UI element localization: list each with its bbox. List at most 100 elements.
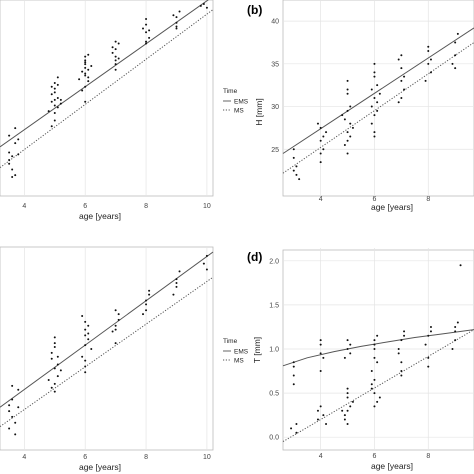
panel-d-point xyxy=(370,370,373,373)
panel-a-point xyxy=(84,59,87,62)
legend: Time EMS MS xyxy=(223,88,249,115)
panel-a-plot-area xyxy=(0,0,214,197)
panel-c-point xyxy=(87,324,90,327)
panel-a-point xyxy=(111,51,114,54)
panel-a-point xyxy=(8,159,11,162)
panel-c-points xyxy=(8,254,208,436)
panel-d-x-tick-label-1: 6 xyxy=(373,453,377,460)
panel-b-point xyxy=(429,58,432,61)
panel-b-point xyxy=(403,75,406,78)
panel-b-x-tick-label-0: 4 xyxy=(319,196,323,203)
panel-a-point xyxy=(84,61,87,64)
panel-c-plot-area xyxy=(0,246,214,451)
panel-a-point xyxy=(81,70,84,73)
panel-d-point xyxy=(346,392,349,395)
panel-d-point xyxy=(346,348,349,350)
panel-d-x-tick-label-0: 4 xyxy=(319,453,323,460)
panel-b-point xyxy=(346,131,349,134)
panel-b-y-tick-label-2: 35 xyxy=(271,61,279,68)
panel-a-point xyxy=(59,102,62,105)
panel-c-point xyxy=(50,386,53,389)
panel-b-point xyxy=(319,152,322,155)
panel-d-point xyxy=(322,414,325,417)
panel-b-point xyxy=(322,148,325,151)
legend-ems-label: EMS xyxy=(234,99,249,106)
panel-b-point xyxy=(349,122,352,125)
panel-a-point xyxy=(114,40,117,43)
panel-d-point xyxy=(319,352,322,355)
panel-d-point xyxy=(400,361,403,364)
panel-a-point xyxy=(11,168,14,171)
panel-d-y-tick-label-0: 0.0 xyxy=(269,435,279,442)
panel-c-point xyxy=(175,282,178,285)
panel-b-y-tick-label-0: 25 xyxy=(271,147,279,154)
panel-d-point xyxy=(373,343,376,346)
panel-a-point xyxy=(199,4,202,7)
panel-a-point xyxy=(53,81,56,84)
panel-c-point xyxy=(11,384,14,387)
panel-d-ms-line xyxy=(282,329,474,443)
panel-a-point xyxy=(145,40,148,43)
panel-d-point xyxy=(292,374,295,377)
panel-b-ems-line xyxy=(282,27,474,154)
panel-d-point xyxy=(376,400,379,403)
legend-c-ms-label: MS xyxy=(234,358,244,365)
panel-c-point xyxy=(114,324,117,327)
panel-d-point xyxy=(427,365,430,368)
panel-a-point xyxy=(50,85,53,88)
panel-a-point xyxy=(178,10,181,13)
panel-d-point xyxy=(349,352,352,355)
panel-c-point xyxy=(59,369,62,372)
panel-b-point xyxy=(400,67,403,70)
panel-c-ticks: 4 6 8 10 xyxy=(22,454,211,461)
panel-c-x-axis-title: age [years] xyxy=(79,462,121,472)
panel-a-point xyxy=(175,16,178,19)
panel-c-point xyxy=(53,382,56,385)
panel-d-point xyxy=(346,339,349,342)
panel-d-y-tick-label-4: 2.0 xyxy=(269,258,279,265)
panel-a-point xyxy=(50,93,53,96)
panel-b-point xyxy=(376,101,379,104)
panel-b-point xyxy=(319,139,322,142)
panel-d-point xyxy=(319,405,322,408)
panel-b: (b) 4 6 8 25 30 35 40 age [years] H [mm] xyxy=(247,0,474,212)
panel-c-point xyxy=(84,320,87,323)
panel-b-points xyxy=(292,32,459,181)
panel-c-point xyxy=(114,342,117,345)
panel-b-y-tick-label-1: 30 xyxy=(271,104,279,111)
panel-a-x-axis-title: age [years] xyxy=(79,211,121,221)
panel-b-point xyxy=(451,62,454,65)
panel-d-point xyxy=(429,325,432,328)
panel-a-point xyxy=(56,83,59,86)
panel-b-ticks: 4 6 8 25 30 35 40 xyxy=(271,19,430,203)
panel-b-point xyxy=(346,139,349,142)
panel-a-point xyxy=(114,55,117,58)
panel-a-point xyxy=(114,59,117,62)
panel-d-point xyxy=(427,334,430,337)
panel-a-point xyxy=(172,14,175,17)
panel-d-point xyxy=(454,330,457,333)
panel-c-point xyxy=(50,351,53,354)
panel-b-point xyxy=(376,84,379,87)
panel-a-point xyxy=(117,42,120,45)
panel-c-point xyxy=(53,367,56,370)
panel-d-point xyxy=(400,374,403,377)
panel-c-ems-line xyxy=(0,251,214,408)
panel-a-point xyxy=(53,104,56,107)
panel-a-point xyxy=(84,66,87,69)
panel-c-point xyxy=(53,342,56,345)
panel-d-point xyxy=(427,356,430,359)
panel-a-point xyxy=(114,48,117,51)
panel-a-point xyxy=(87,53,90,56)
panel-a-point xyxy=(14,174,17,177)
panel-d-label: (d) xyxy=(247,250,262,264)
panel-b-point xyxy=(346,152,349,155)
panel-c-point xyxy=(56,355,59,358)
panel-a-points xyxy=(8,3,208,178)
panel-b-point xyxy=(454,41,457,44)
panel-c-point xyxy=(50,357,53,360)
panel-a-point xyxy=(53,98,56,101)
panel-d-point xyxy=(397,352,400,355)
panel-c-point xyxy=(145,303,148,306)
panel-a-point xyxy=(56,106,59,109)
